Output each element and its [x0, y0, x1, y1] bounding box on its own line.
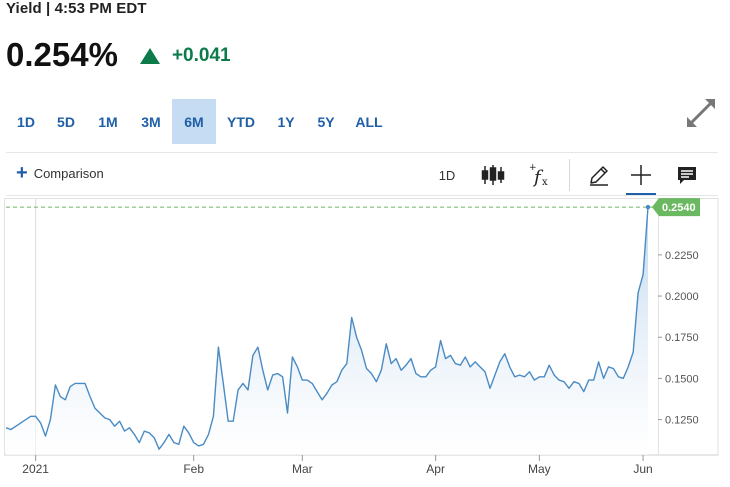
y-tick-label: 0.1250: [665, 415, 699, 427]
y-tick-label: 0.2250: [665, 250, 699, 262]
range-tab-5d[interactable]: 5D: [57, 113, 75, 130]
candlestick-icon[interactable]: [478, 161, 508, 189]
last-value-tag: 0.2540: [645, 198, 700, 217]
yield-chart[interactable]: 0.1250 0.1500 0.1750 0.2000 0.2250 2021 Feb Ma…: [0, 197, 730, 487]
yield-area: [6, 207, 648, 455]
notes-icon[interactable]: [672, 161, 702, 189]
x-tick-label: Jun: [633, 462, 652, 476]
range-tab-ytd[interactable]: YTD: [227, 113, 255, 130]
x-tick-label: 2021: [22, 462, 49, 476]
last-point: [645, 204, 651, 210]
range-tab-6m[interactable]: 6M: [172, 99, 216, 144]
change-block: +0.041: [139, 45, 231, 67]
y-tick-label: 0.2000: [665, 291, 699, 303]
range-tabs: 1D 5D 1M 3M 6M YTD 1Y 5Y ALL: [6, 99, 392, 144]
range-tab-5y[interactable]: 5Y: [317, 113, 335, 130]
crosshair-active-indicator: [626, 193, 656, 195]
crosshair-icon[interactable]: [626, 161, 656, 189]
indicator-fx-icon[interactable]: + f x: [524, 161, 556, 189]
range-tab-1y[interactable]: 1Y: [277, 113, 295, 130]
pencil-icon[interactable]: [584, 161, 614, 189]
yield-header: Yield | 4:53 PM EDT: [6, 0, 147, 17]
expand-icon[interactable]: [684, 96, 718, 130]
yield-line: [5, 207, 649, 450]
current-yield: 0.254%: [6, 36, 118, 73]
y-axis: 0.1250 0.1500 0.1750 0.2000 0.2250: [658, 250, 699, 427]
chart-toolbar: + Comparison 1D + f x: [6, 152, 718, 196]
plus-icon: +: [16, 162, 28, 184]
svg-text:+: +: [529, 163, 537, 173]
svg-text:x: x: [542, 177, 548, 188]
yield-change: +0.041: [171, 45, 231, 66]
quote-row: 0.254% +0.041: [6, 36, 231, 74]
range-tab-3m[interactable]: 3M: [141, 113, 161, 130]
range-tab-all[interactable]: ALL: [355, 113, 383, 130]
last-value-label: 0.2540: [662, 202, 696, 214]
y-tick-label: 0.1500: [665, 373, 699, 385]
x-tick-label: Mar: [292, 462, 313, 476]
comparison-label: Comparison: [33, 165, 104, 181]
interval-button[interactable]: 1D: [438, 167, 456, 183]
comparison-button[interactable]: + Comparison: [16, 162, 104, 184]
x-tick-label: May: [528, 462, 551, 476]
x-tick-label: Apr: [426, 462, 445, 476]
range-tab-1m[interactable]: 1M: [98, 113, 118, 130]
last-value-badge: [652, 198, 700, 217]
toolbar-divider: [569, 159, 570, 191]
x-axis: 2021 Feb Mar Apr May Jun: [22, 455, 653, 476]
x-tick-label: Feb: [183, 462, 204, 476]
y-tick-label: 0.1750: [665, 332, 699, 344]
range-tab-1d[interactable]: 1D: [17, 113, 35, 130]
up-triangle-icon: [139, 48, 160, 64]
